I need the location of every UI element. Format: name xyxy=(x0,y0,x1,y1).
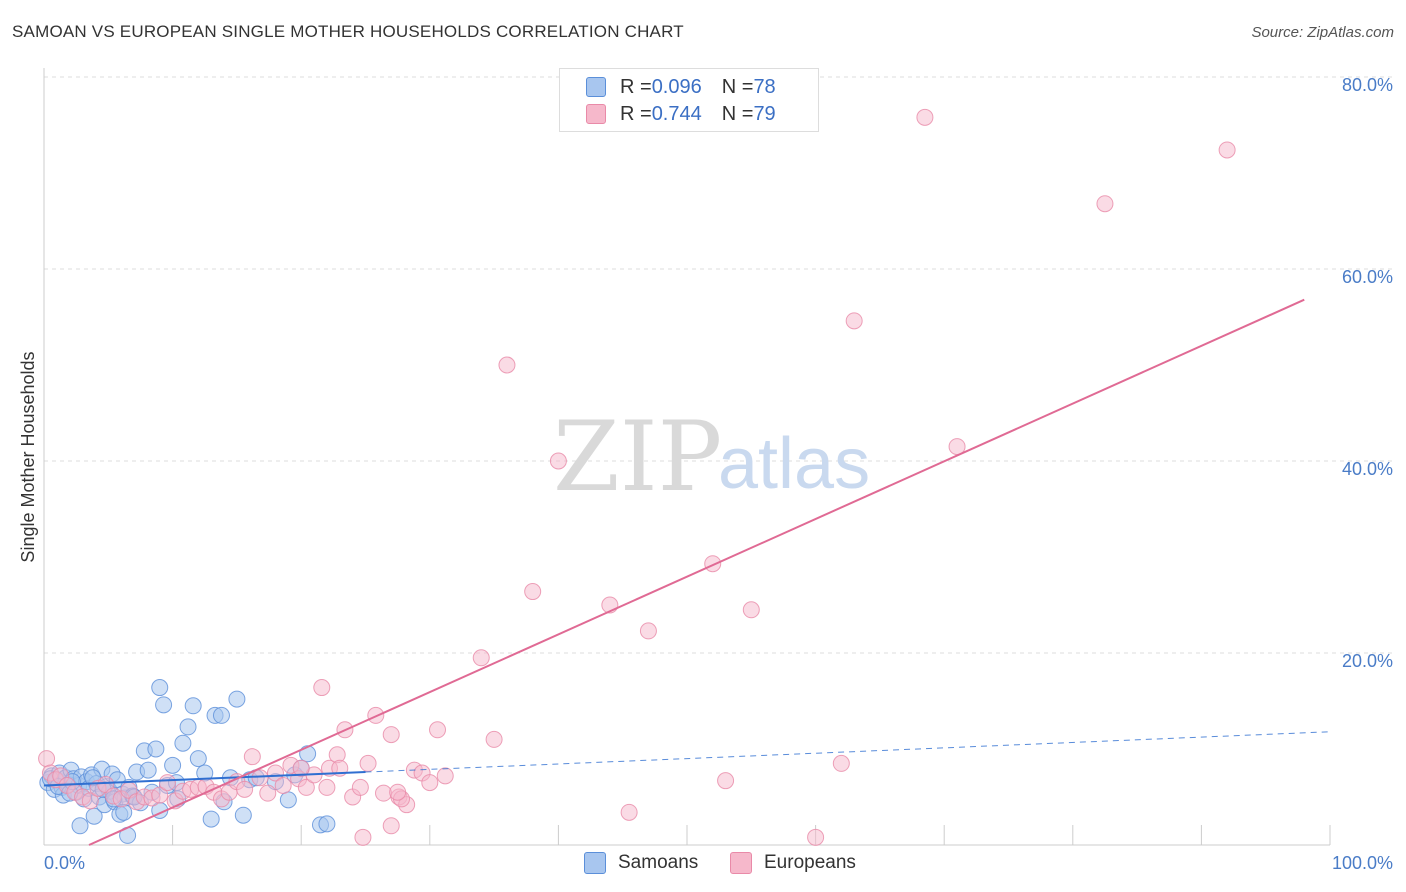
europeans-point xyxy=(292,759,310,777)
watermark-zip: ZIP xyxy=(553,401,722,513)
samoans-point xyxy=(71,817,89,835)
europeans-point xyxy=(1096,195,1114,213)
europeans-point xyxy=(845,312,863,330)
europeans-point xyxy=(297,778,315,796)
europeans-point xyxy=(389,783,407,801)
samoans-point xyxy=(179,718,197,736)
europeans-point xyxy=(38,750,56,768)
europeans-point xyxy=(354,828,372,846)
y-tick-label: 40.0% xyxy=(1342,459,1393,479)
europeans-swatch xyxy=(586,104,606,124)
legend-row-samoans: R = 0.096 N = 78 xyxy=(586,75,776,99)
samoans-point xyxy=(234,806,252,824)
legend-r-label: R = xyxy=(620,102,652,125)
europeans-point xyxy=(742,601,760,619)
europeans-point xyxy=(266,764,284,782)
samoans-point xyxy=(299,745,317,763)
europeans-point xyxy=(236,780,254,798)
europeans-point xyxy=(359,754,377,772)
europeans-point xyxy=(498,356,516,374)
bottom-legend-samoans: Samoans xyxy=(584,852,698,874)
legend-n-label: N = xyxy=(721,102,754,125)
europeans-point xyxy=(274,776,292,794)
europeans-point xyxy=(485,730,503,748)
legend-r-label: R = xyxy=(620,75,652,98)
trend-lines xyxy=(43,298,1331,846)
samoans-legend-swatch xyxy=(584,852,606,874)
europeans-point xyxy=(639,622,657,640)
samoans-legend-label: Samoans xyxy=(618,852,699,873)
samoans-swatch xyxy=(586,77,606,97)
legend-n-label: N = xyxy=(721,75,754,98)
europeans-point xyxy=(251,769,269,787)
samoans-point xyxy=(155,696,173,714)
europeans-point xyxy=(382,817,400,835)
samoans-point xyxy=(189,750,207,768)
x-tick-label: 0.0% xyxy=(44,853,85,873)
europeans-point xyxy=(717,772,735,790)
grid-lines xyxy=(44,76,1392,845)
legend: R = 0.096 N = 78 R = 0.744 N = 79 xyxy=(559,68,819,132)
europeans-point xyxy=(524,583,542,601)
samoans-point xyxy=(202,810,220,828)
samoans-point xyxy=(164,756,182,774)
bottom-legend-europeans: Europeans xyxy=(730,852,856,874)
europeans-point xyxy=(1218,141,1236,159)
legend-r-value: 0.744 xyxy=(651,102,702,125)
europeans-points xyxy=(38,108,1236,846)
europeans-trend-line xyxy=(88,298,1305,846)
y-tick-label: 80.0% xyxy=(1342,75,1393,95)
samoans-point xyxy=(228,690,246,708)
legend-r-value: 0.096 xyxy=(651,75,702,98)
europeans-point xyxy=(375,784,393,802)
tick-labels: 20.0% 40.0% 60.0% 80.0% 0.0% 100.0% xyxy=(44,75,1393,873)
europeans-point xyxy=(436,767,454,785)
samoans-point xyxy=(139,761,157,779)
europeans-point xyxy=(429,721,447,739)
samoans-point xyxy=(279,791,297,809)
y-axis-label: Single Mother Households xyxy=(18,351,38,562)
samoans-point xyxy=(151,679,169,697)
samoans-point xyxy=(318,815,336,833)
europeans-point xyxy=(421,774,439,792)
legend-n-value: 79 xyxy=(753,102,776,125)
europeans-point xyxy=(259,784,277,802)
europeans-point xyxy=(351,778,369,796)
watermark-atlas: atlas xyxy=(718,424,870,504)
europeans-legend-swatch xyxy=(730,852,752,874)
samoans-point xyxy=(184,697,202,715)
europeans-point xyxy=(472,649,490,667)
legend-n-value: 78 xyxy=(753,75,776,98)
europeans-point xyxy=(382,726,400,744)
y-tick-label: 60.0% xyxy=(1342,267,1393,287)
europeans-point xyxy=(243,748,261,766)
europeans-point xyxy=(158,774,176,792)
europeans-point xyxy=(807,828,825,846)
europeans-point xyxy=(313,679,331,697)
europeans-point xyxy=(832,754,850,772)
x-tick-label: 100.0% xyxy=(1332,853,1393,873)
samoans-point xyxy=(174,734,192,752)
europeans-point xyxy=(81,792,99,810)
europeans-point xyxy=(549,452,567,470)
europeans-point xyxy=(916,108,934,126)
samoans-point xyxy=(147,740,165,758)
europeans-point xyxy=(620,803,638,821)
europeans-legend-label: Europeans xyxy=(764,852,856,873)
y-tick-label: 20.0% xyxy=(1342,651,1393,671)
legend-row-europeans: R = 0.744 N = 79 xyxy=(586,102,776,126)
axes xyxy=(43,68,1330,846)
samoans-trend-line xyxy=(43,771,366,787)
samoans-point xyxy=(212,706,230,724)
source-attribution: Source: ZipAtlas.com xyxy=(1251,24,1394,41)
europeans-point xyxy=(151,786,169,804)
europeans-point xyxy=(318,778,336,796)
chart-title: SAMOAN VS EUROPEAN SINGLE MOTHER HOUSEHO… xyxy=(12,22,684,41)
samoans-trend-extension xyxy=(365,731,1331,773)
